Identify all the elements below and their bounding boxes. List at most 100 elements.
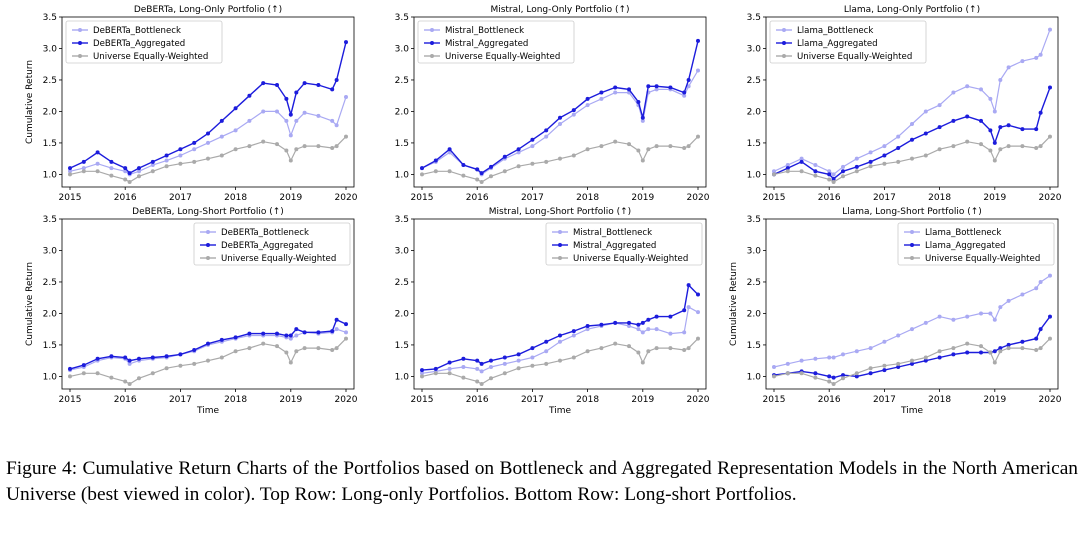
data-point [682, 330, 687, 335]
y-tick-label: 1.5 [395, 139, 409, 149]
series-Mistral_Aggregated [420, 38, 700, 176]
data-point [896, 145, 901, 150]
data-point [988, 148, 993, 153]
data-point [178, 147, 183, 152]
data-point [923, 320, 928, 325]
data-point [530, 355, 535, 360]
data-point [516, 366, 521, 371]
chart-title: Mistral, Long-Short Portfolio (↑) [489, 207, 631, 217]
data-point [1034, 286, 1039, 291]
data-point [489, 376, 493, 381]
data-point [219, 153, 224, 158]
y-tick-label: 2.5 [43, 278, 57, 288]
data-point [979, 142, 983, 147]
data-point [109, 354, 114, 359]
x-tick-label: 2019 [279, 395, 302, 405]
data-point [284, 333, 289, 338]
data-point [571, 329, 576, 334]
data-point [433, 169, 438, 174]
data-point [206, 156, 210, 161]
data-point [896, 134, 901, 139]
data-point [882, 144, 887, 149]
x-tick-label: 2017 [873, 395, 896, 405]
x-tick-label: 2017 [873, 193, 896, 203]
series-Llama_Bottleneck [772, 273, 1052, 369]
legend-swatch-marker [206, 243, 210, 247]
data-point [95, 371, 100, 376]
y-tick-label: 2.0 [43, 309, 58, 319]
data-point [502, 371, 507, 376]
data-point [646, 147, 651, 152]
chart-panel-5: 2015 2016 2017 2018 2019 2020 1.0 1.5 2.0 2.5 3.0 3… [395, 207, 710, 416]
legend-label: Universe Equally-Weighted [797, 52, 912, 62]
data-point [1020, 339, 1025, 344]
data-point [827, 374, 832, 379]
data-point [164, 153, 169, 158]
data-point [910, 122, 914, 127]
data-point [516, 358, 521, 363]
data-point [686, 144, 691, 149]
legend-label: Llama_Bottleneck [925, 228, 1001, 238]
data-point [150, 355, 155, 360]
data-point [585, 96, 590, 101]
data-point [502, 169, 507, 174]
data-point [998, 77, 1003, 82]
data-point [827, 169, 832, 174]
data-point [896, 364, 901, 369]
data-point [261, 139, 266, 144]
data-point [951, 90, 956, 95]
data-point [530, 161, 535, 166]
data-point [475, 366, 480, 371]
data-point [447, 147, 452, 152]
data-point [827, 355, 832, 360]
data-point [206, 358, 210, 363]
data-point [294, 118, 299, 123]
x-tick-label: 2017 [521, 193, 544, 203]
data-point [294, 147, 299, 152]
data-point [558, 339, 562, 344]
y-tick-label: 2.5 [395, 278, 409, 288]
data-point [137, 376, 141, 381]
y-tick-label: 2.5 [43, 76, 57, 86]
data-point [841, 169, 845, 174]
data-point [137, 166, 141, 171]
data-point [646, 349, 651, 354]
data-point [447, 371, 452, 376]
data-point [150, 169, 155, 174]
legend-label: Universe Equally-Weighted [445, 52, 560, 62]
data-point [998, 305, 1003, 310]
data-point [294, 333, 299, 338]
data-point [613, 139, 618, 144]
y-axis-label: Cumulative Return [25, 60, 35, 144]
data-point [489, 364, 493, 369]
data-point [965, 114, 970, 119]
data-point [294, 90, 299, 95]
data-point [516, 164, 521, 169]
data-point [585, 349, 590, 354]
data-point [261, 331, 266, 336]
data-point [1006, 346, 1011, 351]
data-point [1020, 346, 1025, 351]
data-point [206, 341, 210, 346]
data-point [682, 90, 687, 95]
data-point [479, 171, 484, 176]
data-point [1006, 65, 1011, 70]
data-point [896, 159, 901, 164]
data-point [344, 322, 348, 327]
data-point [951, 346, 956, 351]
data-point [294, 327, 299, 332]
data-point [613, 341, 618, 346]
x-tick-label: 2018 [576, 395, 599, 405]
data-point [288, 360, 293, 365]
data-point [178, 363, 183, 368]
data-point [479, 381, 484, 386]
data-point [910, 327, 914, 332]
data-point [420, 371, 424, 376]
data-point [599, 96, 604, 101]
data-point [247, 331, 252, 336]
data-point [636, 100, 641, 104]
y-tick-label: 3.5 [395, 13, 409, 23]
legend-swatch-marker [430, 41, 434, 45]
x-tick-label: 2016 [818, 193, 841, 203]
data-point [951, 118, 956, 123]
